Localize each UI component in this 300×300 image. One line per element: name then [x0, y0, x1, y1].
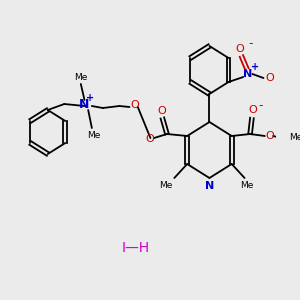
Text: O: O	[266, 73, 274, 83]
Text: Me: Me	[289, 134, 300, 142]
Text: O: O	[248, 105, 257, 115]
Text: Me: Me	[87, 130, 101, 140]
Text: O: O	[131, 100, 140, 110]
Text: O: O	[235, 44, 244, 54]
Text: N: N	[79, 98, 90, 110]
Text: N: N	[205, 181, 214, 191]
Text: -: -	[259, 100, 263, 112]
Text: I—H: I—H	[122, 241, 150, 255]
Text: +: +	[251, 62, 259, 72]
Text: Me: Me	[74, 73, 88, 82]
Text: -: -	[248, 38, 253, 50]
Text: O: O	[265, 131, 274, 141]
Text: +: +	[86, 93, 94, 103]
Text: Me: Me	[240, 181, 253, 190]
Text: N: N	[243, 69, 253, 79]
Text: Me: Me	[159, 181, 172, 190]
Text: O: O	[157, 106, 166, 116]
Text: O: O	[145, 134, 154, 144]
